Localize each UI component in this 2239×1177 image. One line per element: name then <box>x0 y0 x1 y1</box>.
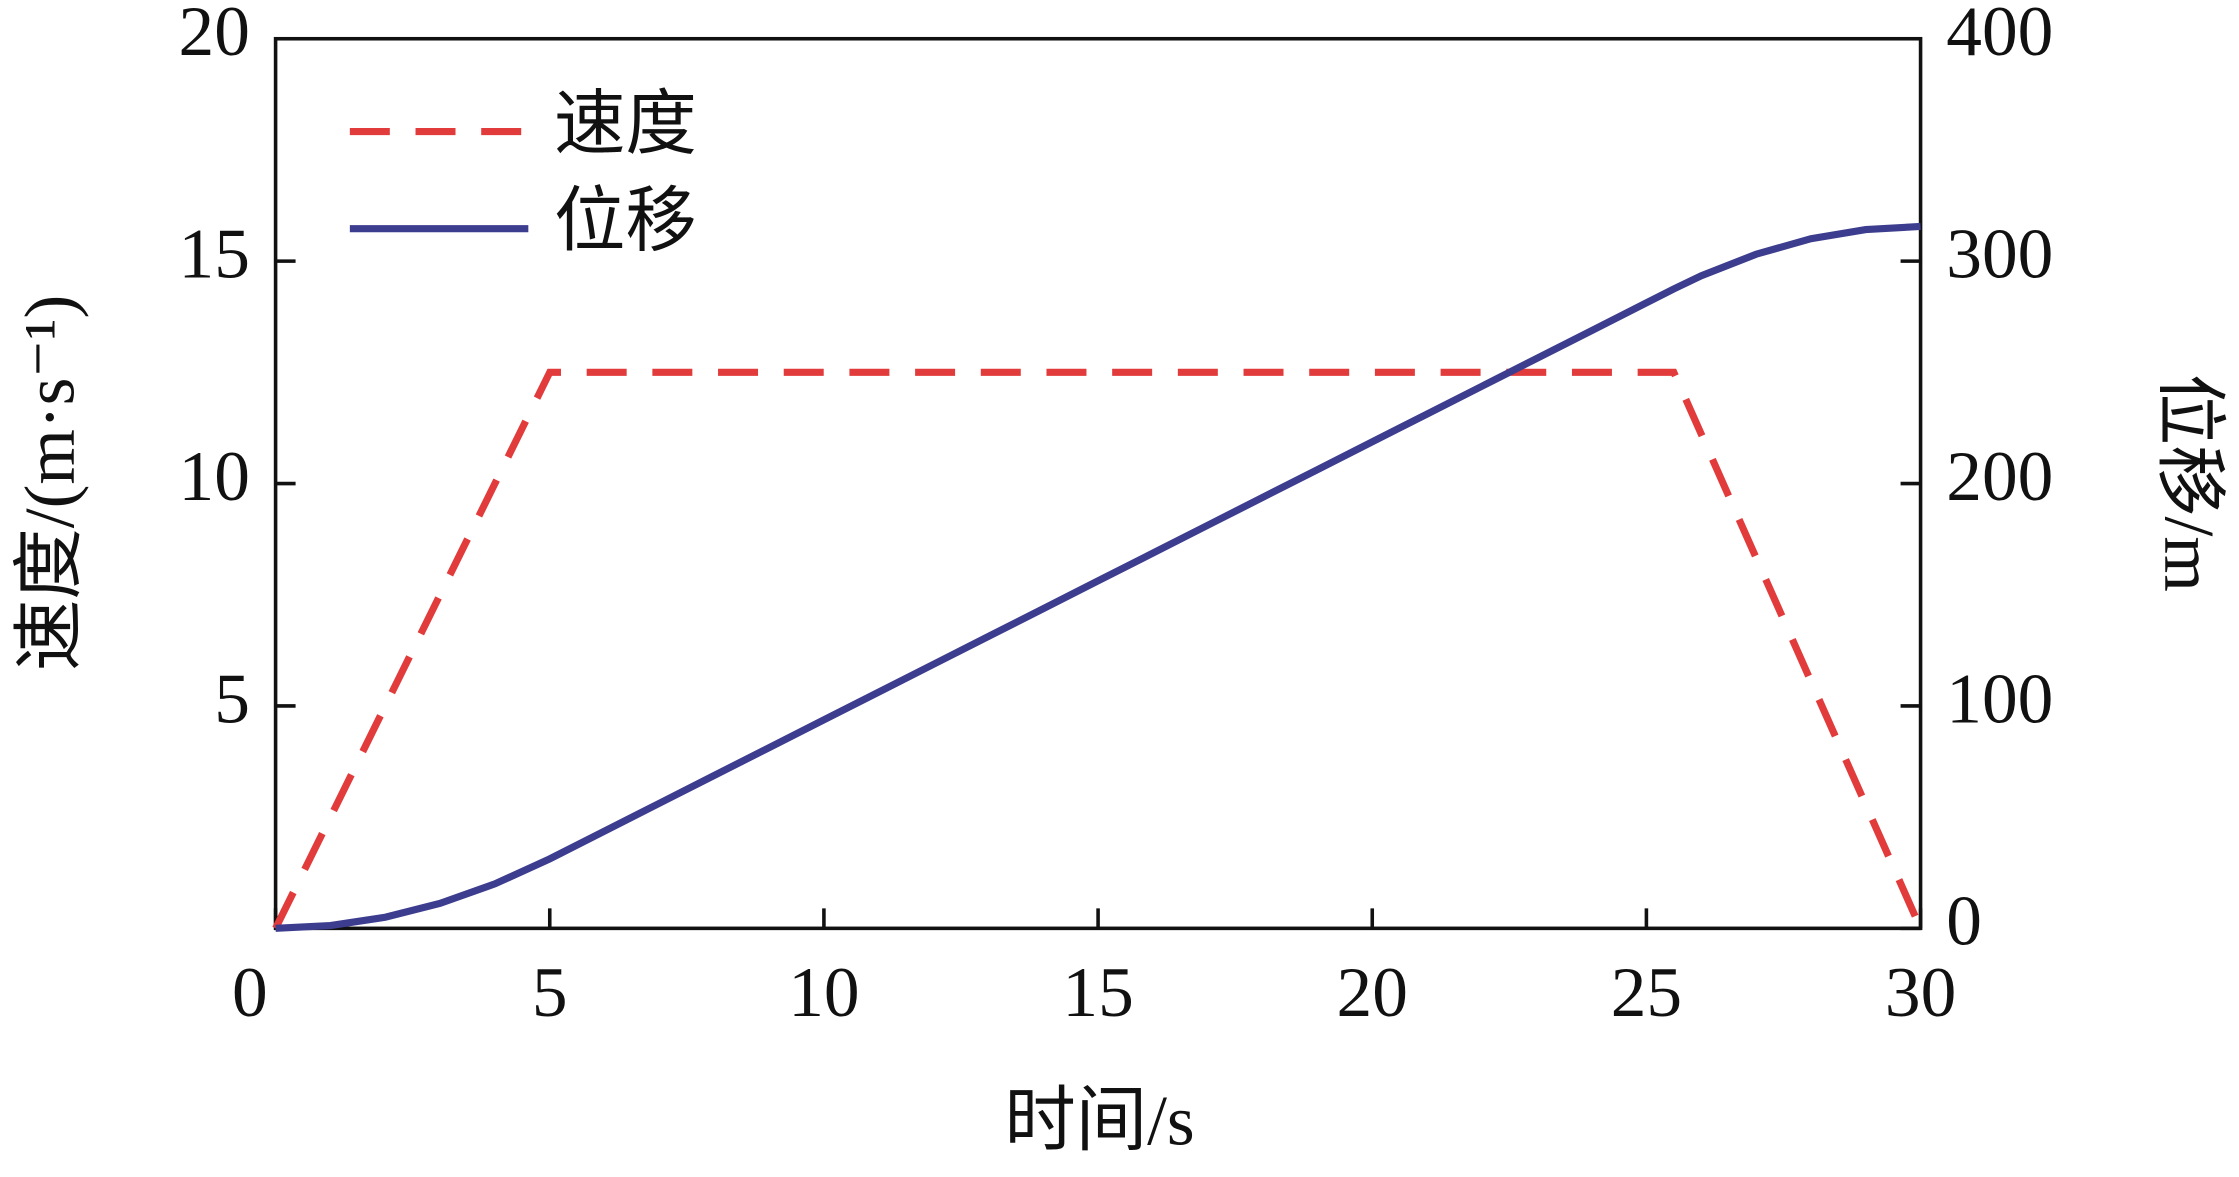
x-tick-label: 25 <box>1611 953 1682 1032</box>
x-tick-label: 30 <box>1885 953 1956 1032</box>
plot-frame <box>273 36 1923 931</box>
y2-tick-label: 200 <box>1946 437 2053 516</box>
y-tick-label: 20 <box>179 0 250 71</box>
y-axis-label: 速度/(m·s⁻¹) <box>11 295 90 671</box>
x-tick-label: 20 <box>1337 953 1408 1032</box>
x-tick-label: 0 <box>232 953 268 1032</box>
series-line <box>272 368 1924 930</box>
x-tick-label: 15 <box>1062 953 1133 1032</box>
x-tick-label: 10 <box>788 953 859 1032</box>
y-tick-label: 10 <box>179 437 250 516</box>
y2-tick-label: 100 <box>1946 659 2053 738</box>
legend-label: 速度 <box>554 85 697 164</box>
y2-tick-label: 300 <box>1946 215 2053 294</box>
y2-tick-label: 400 <box>1946 0 2053 71</box>
y-tick-label: 5 <box>214 659 250 738</box>
x-axis-label: 时间/s <box>1004 1082 1194 1161</box>
y-tick-label: 15 <box>179 215 250 294</box>
series-line <box>275 222 1921 932</box>
y2-tick-label: 0 <box>1946 882 1982 961</box>
legend-label: 位移 <box>554 182 697 261</box>
x-tick-label: 5 <box>532 953 568 1032</box>
y2-axis-label: 位移/m <box>2149 374 2228 592</box>
